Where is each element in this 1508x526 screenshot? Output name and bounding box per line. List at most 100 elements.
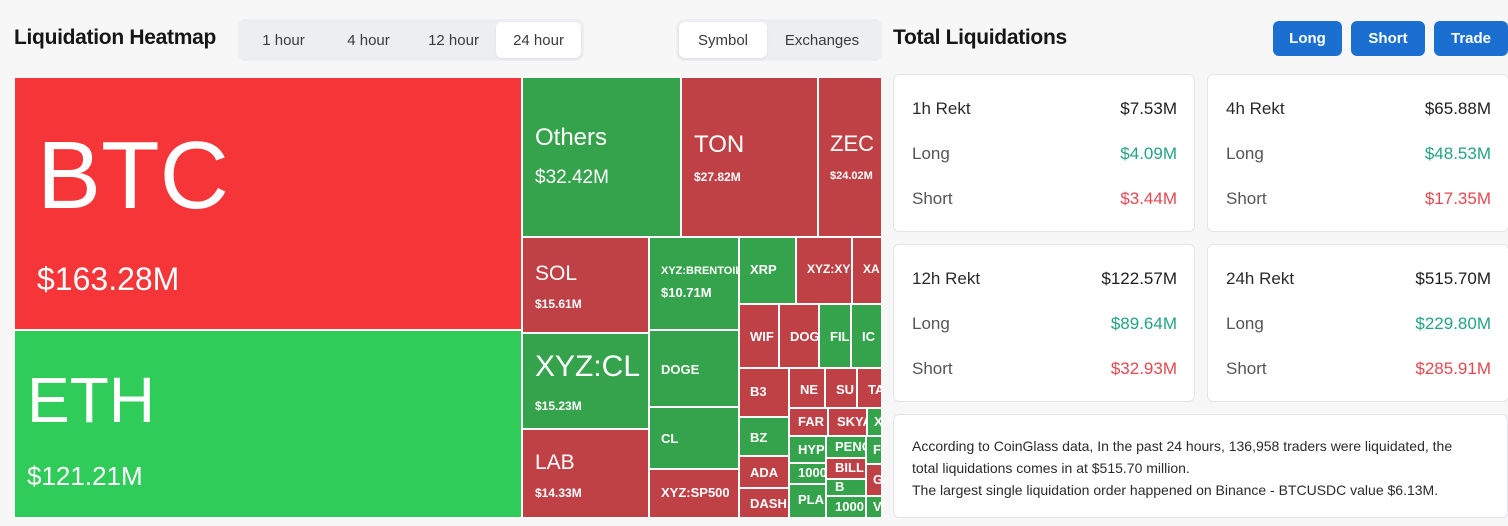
heatmap-tile[interactable]: BZ	[739, 417, 789, 456]
tile-symbol: CL	[661, 431, 679, 446]
tile-symbol: WIF	[750, 329, 774, 344]
rekt-card-4h: 4h Rekt $65.88M Long $48.53M Short $17.3…	[1207, 74, 1508, 232]
tab-1-hour[interactable]: 1 hour	[262, 31, 305, 49]
tile-symbol: G	[873, 473, 881, 486]
tile-symbol: ETH	[27, 364, 155, 436]
rekt-card-24h: 24h Rekt $515.70M Long $229.80M Short $2…	[1207, 244, 1508, 402]
heatmap-tile[interactable]: SU	[825, 368, 857, 408]
tile-value: $163.28M	[37, 261, 180, 297]
trade-button[interactable]: Trade	[1434, 21, 1508, 56]
group-mode-selector: Symbol Exchanges	[676, 19, 882, 61]
tab-symbol[interactable]: Symbol	[679, 22, 767, 58]
card-total: $65.88M	[1424, 99, 1491, 118]
heatmap-tile[interactable]: IC	[851, 304, 882, 368]
tile-symbol: 1000	[798, 465, 826, 480]
tile-symbol: ADA	[750, 465, 779, 480]
tile-value: $27.82M	[694, 170, 741, 184]
tile-symbol: XRP	[750, 262, 777, 277]
card-short-row: Short $3.44M	[912, 189, 1177, 209]
heatmap-tile[interactable]: B3	[739, 368, 789, 417]
heatmap-tile[interactable]: B	[826, 479, 866, 496]
tile-symbol: F	[873, 442, 881, 457]
heatmap-tile[interactable]: WIF	[739, 304, 779, 368]
heatmap-tile[interactable]: SKYA	[828, 408, 867, 436]
short-button[interactable]: Short	[1351, 21, 1425, 56]
short-label: Short	[1226, 359, 1267, 378]
heatmap-tile[interactable]: PENG	[826, 436, 866, 458]
tile-symbol: SKYA	[837, 414, 866, 429]
heatmap-tile[interactable]: ADA	[739, 456, 789, 488]
tile-symbol: DASH	[750, 496, 787, 511]
heatmap-tile[interactable]: ZEC $24.02M	[818, 77, 882, 237]
heatmap-tile[interactable]: BILL	[826, 458, 866, 479]
tile-symbol: 1000	[835, 499, 864, 514]
card-total: $122.57M	[1101, 269, 1177, 288]
card-header: 1h Rekt $7.53M	[912, 99, 1177, 119]
heatmap-tile[interactable]: LAB $14.33M	[522, 429, 649, 518]
tile-symbol: XYZ:XY	[807, 262, 851, 276]
heatmap-tile[interactable]: XYZ:CL $15.23M	[522, 333, 649, 429]
long-button[interactable]: Long	[1273, 21, 1342, 56]
heatmap-tile[interactable]: F	[866, 436, 882, 464]
tile-symbol: XYZ:SP500	[661, 485, 730, 500]
total-liquidations-title: Total Liquidations	[893, 26, 1067, 49]
tab-exchanges[interactable]: Exchanges	[784, 31, 860, 49]
heatmap-tile[interactable]: TA	[857, 368, 882, 408]
tile-symbol: X	[874, 414, 882, 429]
tile-symbol: DOGE	[661, 362, 700, 377]
heatmap-tile[interactable]: ETH $121.21M	[14, 330, 522, 518]
tile-symbol: BTC	[37, 122, 229, 229]
heatmap-title: Liquidation Heatmap	[14, 26, 216, 49]
tab-4-hour[interactable]: 4 hour	[347, 31, 390, 49]
heatmap-tile[interactable]: FIL	[819, 304, 851, 368]
short-label: Short	[912, 189, 953, 208]
heatmap-tile[interactable]: DOGE	[649, 330, 739, 407]
heatmap-tile[interactable]: PLA	[789, 484, 826, 518]
short-value: $32.93M	[1110, 359, 1177, 378]
tile-symbol: V	[873, 499, 882, 514]
tile-symbol: FIL	[830, 329, 850, 344]
card-long-row: Long $89.64M	[912, 314, 1177, 334]
rekt-card-12h: 12h Rekt $122.57M Long $89.64M Short $32…	[893, 244, 1195, 402]
heatmap-tile[interactable]: G	[866, 464, 882, 496]
heatmap-tile[interactable]: XYZ:SP500	[649, 469, 739, 518]
tile-value: $10.71M	[661, 285, 712, 300]
heatmap-tile[interactable]: V	[866, 496, 882, 518]
heatmap-tile[interactable]: DOG	[779, 304, 819, 368]
liquidation-heatmap: BTC $163.28M ETH $121.21M Others $32.42M TON $2…	[14, 77, 882, 518]
heatmap-tile[interactable]: Others $32.42M	[522, 77, 681, 237]
tile-symbol: NE	[800, 382, 819, 397]
tile-symbol: SOL	[535, 262, 578, 285]
heatmap-tile[interactable]: XRP	[739, 237, 796, 304]
long-label: Long	[1226, 314, 1264, 333]
short-label: Short	[1226, 189, 1267, 208]
heatmap-tile[interactable]: TON $27.82M	[681, 77, 818, 237]
tile-symbol: BZ	[750, 430, 768, 445]
heatmap-tile[interactable]: BTC $163.28M	[14, 77, 522, 330]
heatmap-tile[interactable]: XYZ:BRENTOIL $10.71M	[649, 237, 739, 330]
heatmap-tile[interactable]: NE	[789, 368, 825, 408]
heatmap-tile[interactable]: XYZ:XY	[796, 237, 852, 304]
tile-symbol: XYZ:BRENTOIL	[661, 265, 739, 277]
tile-symbol: B3	[750, 384, 767, 399]
heatmap-tile[interactable]: DASH	[739, 488, 789, 518]
heatmap-tile[interactable]: HYP	[789, 436, 826, 463]
card-short-row: Short $285.91M	[1226, 359, 1491, 379]
heatmap-tile[interactable]: X	[867, 408, 882, 436]
heatmap-tile[interactable]: FAR	[789, 408, 828, 436]
heatmap-tile[interactable]: 1000	[826, 496, 866, 518]
heatmap-tile[interactable]: 1000	[789, 463, 826, 484]
heatmap-tile[interactable]: SOL $15.61M	[522, 237, 649, 333]
card-total: $7.53M	[1120, 99, 1177, 118]
long-label: Long	[1226, 144, 1264, 163]
tab-24-hour[interactable]: 24 hour	[496, 22, 581, 58]
card-label: 4h Rekt	[1226, 99, 1285, 118]
heatmap-tile[interactable]: CL	[649, 407, 739, 469]
tile-value: $15.23M	[535, 399, 582, 413]
tab-12-hour[interactable]: 12 hour	[428, 31, 479, 49]
long-value: $4.09M	[1120, 144, 1177, 163]
long-value: $48.53M	[1424, 144, 1491, 163]
card-long-row: Long $48.53M	[1226, 144, 1491, 164]
heatmap-tile[interactable]: XA	[852, 237, 882, 304]
tile-value: $15.61M	[535, 297, 582, 311]
